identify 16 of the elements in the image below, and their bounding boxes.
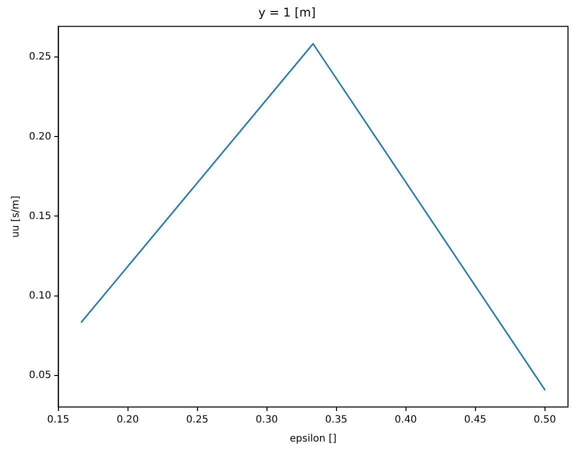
x-tick-label: 0.15 bbox=[47, 414, 70, 426]
x-axis-title: epsilon [] bbox=[290, 434, 337, 445]
chart-title: y = 1 [m] bbox=[258, 5, 316, 20]
y-tick-label: 0.25 bbox=[29, 52, 52, 63]
x-tick-label: 0.50 bbox=[534, 414, 556, 426]
x-tick-label: 0.40 bbox=[394, 414, 417, 426]
x-tick-label: 0.30 bbox=[256, 414, 278, 426]
y-tick-label: 0.05 bbox=[29, 370, 52, 381]
x-tick-label: 0.25 bbox=[186, 414, 208, 426]
x-tick-label: 0.35 bbox=[325, 414, 348, 426]
x-tick-label: 0.20 bbox=[116, 414, 139, 426]
x-tick-label: 0.45 bbox=[464, 414, 486, 426]
y-tick-label: 0.15 bbox=[29, 210, 52, 222]
y-tick-label: 0.20 bbox=[29, 131, 52, 142]
y-axis-title: uu [s/m] bbox=[10, 196, 22, 238]
y-tick-label: 0.10 bbox=[29, 290, 52, 302]
